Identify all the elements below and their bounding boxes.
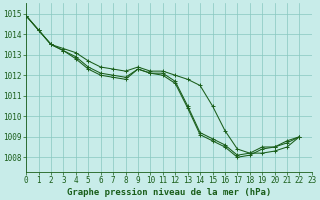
X-axis label: Graphe pression niveau de la mer (hPa): Graphe pression niveau de la mer (hPa) [67, 188, 271, 197]
